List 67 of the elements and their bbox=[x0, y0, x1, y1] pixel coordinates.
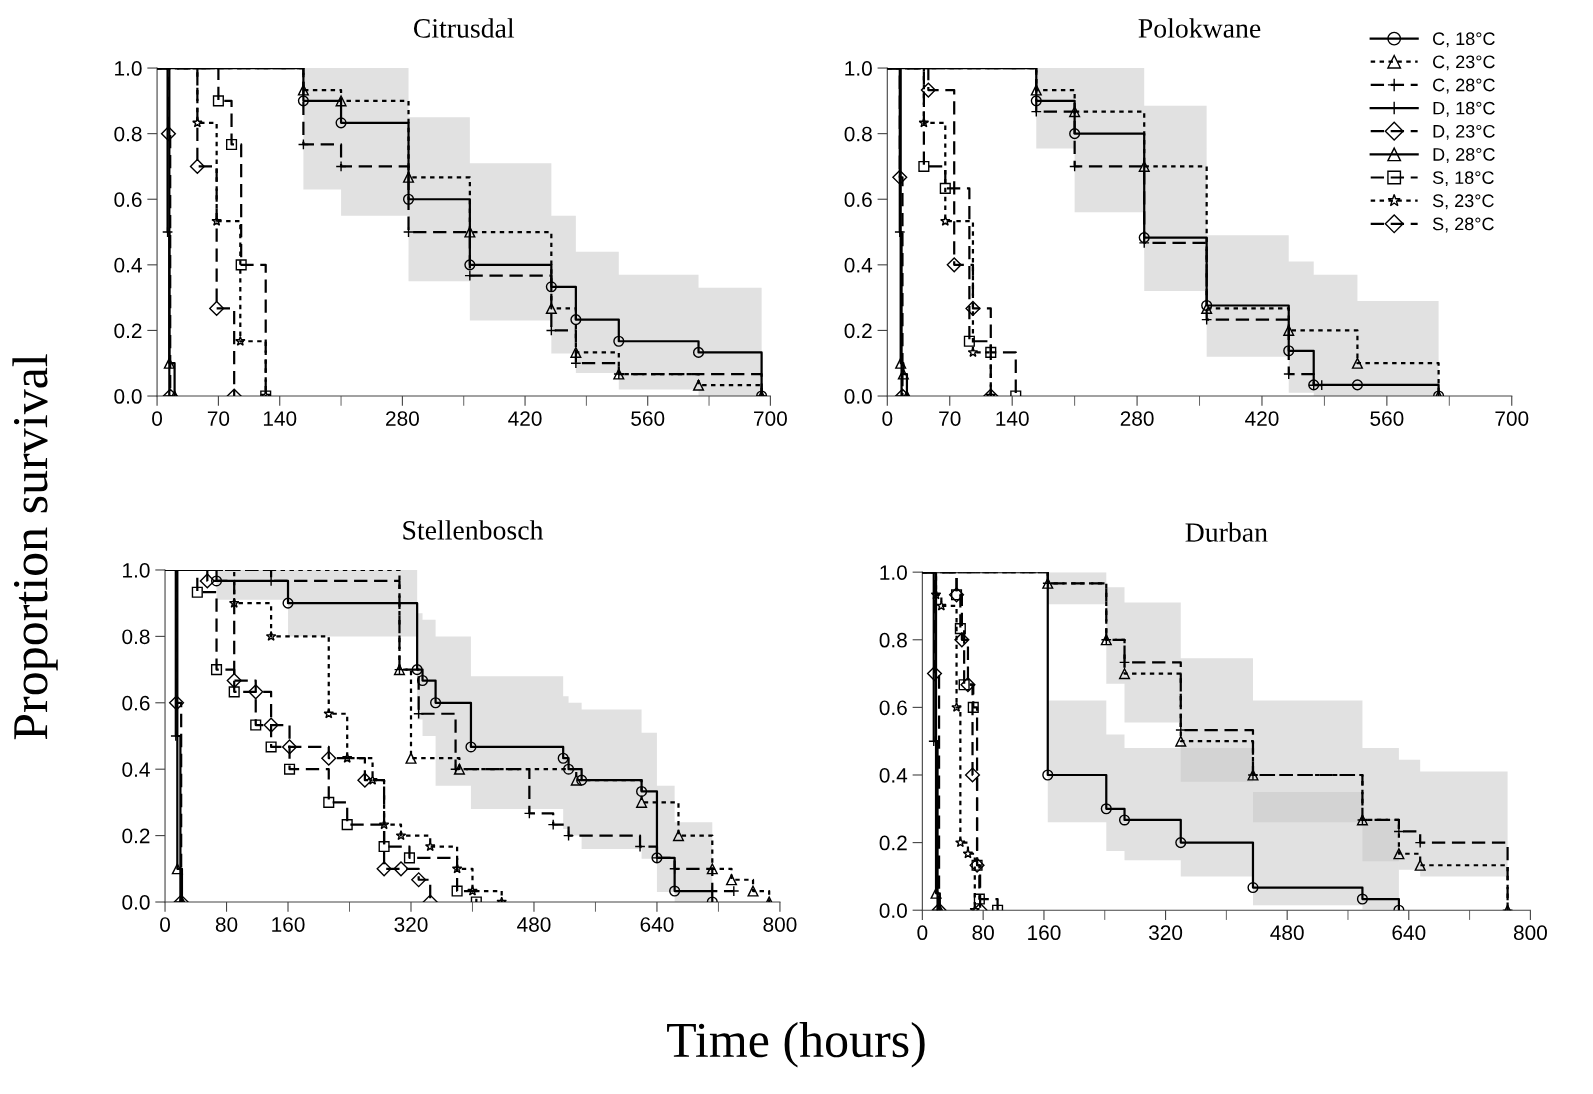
x-tick-label: 320 bbox=[1148, 925, 1183, 941]
chart-title: Citrusdal bbox=[413, 18, 515, 38]
x-tick-label: 160 bbox=[272, 917, 305, 932]
x-tick-label: 420 bbox=[1245, 411, 1279, 426]
x-tick-label: 800 bbox=[763, 917, 797, 932]
y-tick-label: 0.8 bbox=[122, 629, 150, 645]
y-tick-label: 0.4 bbox=[122, 762, 150, 777]
legend-label: D, 28°C bbox=[1433, 148, 1495, 163]
y-tick-label: 1.0 bbox=[123, 562, 150, 578]
x-tick-label: 80 bbox=[215, 917, 238, 932]
y-tick-label: 0.6 bbox=[114, 192, 142, 207]
x-tick-label: 700 bbox=[754, 411, 787, 426]
x-tick-label: 140 bbox=[263, 411, 297, 426]
y-tick-label: 0.0 bbox=[844, 389, 872, 404]
x-tick-label: 0 bbox=[917, 925, 928, 941]
x-tick-label: 160 bbox=[1028, 925, 1061, 941]
y-tick-label: 0.2 bbox=[844, 323, 872, 339]
legend-label: C, 28°C bbox=[1433, 78, 1495, 94]
legend-label: S, 18°C bbox=[1432, 171, 1494, 187]
y-tick-label: 0.6 bbox=[879, 700, 907, 716]
x-tick-label: 0 bbox=[882, 411, 893, 426]
y-axis-title: Proportion survival bbox=[12, 354, 58, 740]
y-tick-label: 0.2 bbox=[114, 323, 142, 339]
x-tick-label: 640 bbox=[1392, 925, 1426, 941]
y-tick-label: 1.0 bbox=[880, 565, 907, 580]
y-tick-label: 0.6 bbox=[122, 695, 150, 711]
chart-title: Durban bbox=[1185, 522, 1268, 542]
x-tick-label: 80 bbox=[972, 925, 994, 941]
x-tick-label: 70 bbox=[207, 411, 230, 426]
y-tick-label: 0.2 bbox=[879, 835, 907, 851]
x-tick-label: 800 bbox=[1513, 925, 1547, 941]
legend-label: C, 23°C bbox=[1433, 55, 1495, 71]
y-tick-label: 0.4 bbox=[114, 257, 142, 273]
x-tick-label: 560 bbox=[631, 411, 665, 426]
y-tick-label: 0.6 bbox=[844, 192, 872, 207]
chart-title: Polokwane bbox=[1138, 18, 1261, 38]
x-tick-label: 320 bbox=[394, 917, 428, 932]
legend-label: S, 23°C bbox=[1432, 194, 1494, 210]
x-tick-label: 480 bbox=[517, 917, 551, 932]
x-tick-label: 560 bbox=[1370, 411, 1404, 426]
y-tick-label: 0.8 bbox=[114, 126, 142, 142]
y-tick-label: 0.8 bbox=[844, 126, 872, 142]
y-tick-label: 0.2 bbox=[122, 828, 150, 844]
x-tick-label: 640 bbox=[640, 917, 674, 932]
x-tick-label: 0 bbox=[152, 411, 163, 426]
y-tick-label: 0.0 bbox=[122, 895, 150, 910]
chart-title: Stellenbosch bbox=[403, 520, 544, 540]
y-tick-label: 1.0 bbox=[115, 61, 142, 76]
y-tick-label: 1.0 bbox=[845, 61, 872, 76]
x-tick-label: 70 bbox=[939, 411, 961, 426]
legend-label: S, 28°C bbox=[1432, 217, 1494, 233]
x-tick-label: 480 bbox=[1270, 925, 1304, 941]
x-axis-title: Time (hours) bbox=[667, 1022, 925, 1068]
y-tick-label: 0.4 bbox=[879, 767, 908, 783]
legend-label: D, 18°C bbox=[1433, 101, 1495, 117]
y-tick-label: 0.0 bbox=[114, 389, 142, 404]
x-tick-label: 420 bbox=[508, 411, 542, 426]
x-tick-label: 280 bbox=[1120, 411, 1154, 426]
y-tick-label: 0.8 bbox=[879, 632, 907, 648]
y-tick-label: 0.0 bbox=[879, 903, 907, 918]
x-tick-label: 280 bbox=[386, 411, 419, 426]
x-tick-label: 140 bbox=[996, 411, 1029, 426]
legend-label: D, 23°C bbox=[1433, 124, 1495, 140]
x-tick-label: 0 bbox=[160, 917, 171, 932]
legend-label: C, 18°C bbox=[1433, 32, 1495, 48]
y-tick-label: 0.4 bbox=[844, 257, 873, 273]
x-tick-label: 700 bbox=[1495, 411, 1529, 426]
